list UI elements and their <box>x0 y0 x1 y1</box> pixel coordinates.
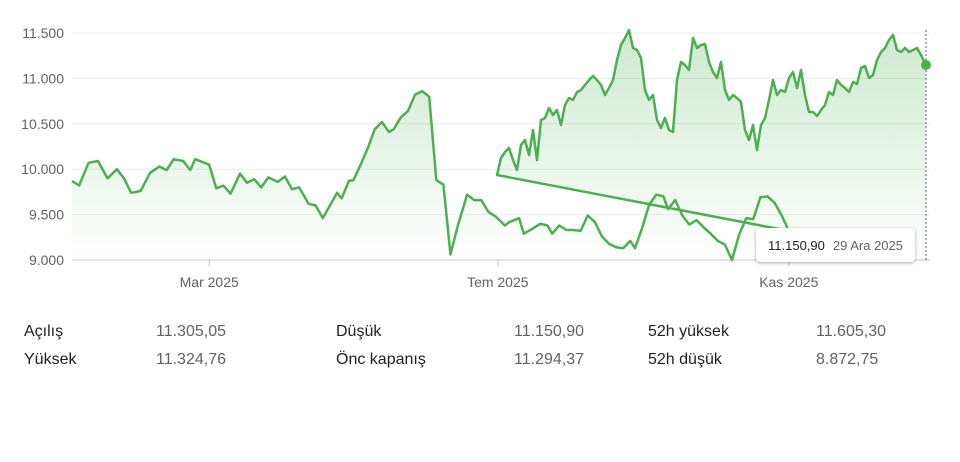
series-line <box>71 28 928 262</box>
stat-high-label: Yüksek <box>24 351 77 368</box>
stat-52w-low-value: 8.872,75 <box>816 351 879 368</box>
y-tick-label: 10.000 <box>21 161 64 177</box>
chart-marker <box>921 30 931 260</box>
x-tick-label: Kas 2025 <box>759 274 818 290</box>
stat-prev-close-value: 11.294,37 <box>514 351 584 368</box>
hover-point <box>921 60 931 70</box>
x-axis: Mar 2025 Tem 2025 Kas 2025 <box>180 260 819 290</box>
tooltip-date: 29 Ara 2025 <box>832 237 903 253</box>
tooltip-value: 11.150,90 <box>768 237 825 253</box>
y-tick-label: 11.000 <box>22 70 64 86</box>
y-tick-label: 9.000 <box>29 252 64 268</box>
x-tick-label: Tem 2025 <box>467 274 529 290</box>
stat-open-label: Açılış <box>24 323 64 340</box>
stat-high-value: 11.324,76 <box>156 351 226 368</box>
chart-area-fill <box>72 30 926 260</box>
stat-open-value: 11.305,05 <box>156 323 226 340</box>
stat-prev-close-label: Önc kapanış <box>336 351 426 368</box>
price-chart-svg: 11.500 11.000 10.500 10.000 9.500 9.000 Mar 2… <box>21 25 931 290</box>
stats-table: Açılış 11.305,05 Düşük 11.150,90 52h yük… <box>24 318 944 374</box>
stat-low-label: Düşük <box>336 323 382 340</box>
x-tick-label: Mar 2025 <box>180 274 239 290</box>
stat-52w-high-label: 52h yüksek <box>648 323 729 340</box>
chart-tooltip: 11.150,90 29 Ara 2025 <box>756 228 915 262</box>
stats-row: Açılış 11.305,05 Düşük 11.150,90 52h yük… <box>24 318 944 346</box>
chart-line <box>71 28 928 262</box>
price-chart[interactable]: 11.500 11.000 10.500 10.000 9.500 9.000 Mar 2… <box>0 0 960 300</box>
stat-52w-low-label: 52h düşük <box>648 351 722 368</box>
stat-52w-high-value: 11.605,30 <box>816 323 886 340</box>
y-tick-label: 10.500 <box>21 116 64 132</box>
y-axis: 11.500 11.000 10.500 10.000 9.500 9.000 <box>21 25 64 268</box>
stats-row: Yüksek 11.324,76 Önc kapanış 11.294,37 5… <box>24 346 944 374</box>
area-fill <box>72 30 926 260</box>
y-tick-label: 11.500 <box>22 25 64 41</box>
stat-low-value: 11.150,90 <box>514 323 584 340</box>
y-tick-label: 9.500 <box>29 207 64 223</box>
